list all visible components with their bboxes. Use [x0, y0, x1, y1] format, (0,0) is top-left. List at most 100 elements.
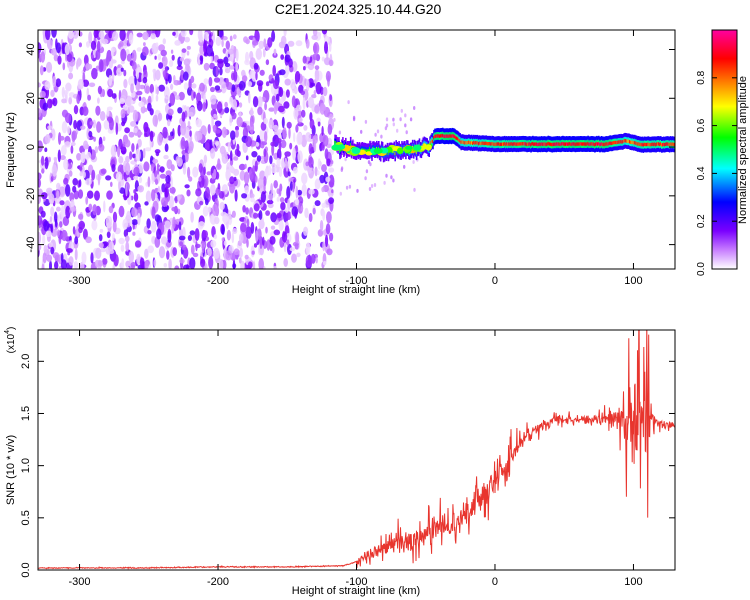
noise-blob [151, 189, 156, 202]
signal-core [511, 142, 514, 146]
noise-blob [273, 180, 279, 189]
signal-core [462, 140, 464, 144]
noise-blob [53, 54, 59, 62]
noise-blob [115, 171, 123, 182]
signal-core [424, 143, 427, 147]
noise-blob [222, 215, 229, 223]
noise-blob [163, 154, 169, 160]
noise-blob [118, 237, 125, 245]
signal-core [545, 142, 548, 147]
noise-blob [157, 133, 163, 146]
signal-core [586, 142, 588, 146]
signal-core [512, 142, 515, 146]
noise-blob [206, 171, 212, 176]
noise-blob [42, 252, 47, 264]
noise-blob [48, 193, 55, 205]
signal-core [504, 142, 506, 146]
noise-blob [289, 142, 293, 150]
noise-blob [345, 185, 349, 190]
signal-core [445, 134, 448, 138]
noise-blob [97, 173, 101, 186]
noise-blob [38, 178, 42, 188]
noise-blob [59, 155, 66, 161]
noise-blob [187, 235, 192, 241]
signal-core [617, 140, 619, 144]
signal-core [459, 139, 461, 143]
signal-core [448, 134, 451, 138]
noise-blob [331, 160, 334, 165]
noise-blob [112, 31, 119, 41]
noise-blob [277, 129, 283, 134]
signal-core [593, 142, 595, 146]
signal-core [670, 142, 673, 147]
signal-core [641, 142, 644, 147]
noise-blob [117, 145, 121, 158]
signal-core [645, 142, 648, 147]
signal-core [471, 140, 473, 145]
noise-blob [202, 230, 208, 239]
signal-core [387, 151, 390, 156]
noise-blob [88, 31, 93, 44]
noise-blob [244, 163, 247, 169]
noise-blob [294, 209, 298, 219]
noise-blob [305, 161, 310, 167]
signal-core [599, 142, 602, 147]
noise-blob [159, 173, 167, 179]
noise-blob [255, 71, 258, 81]
noise-blob [164, 186, 169, 198]
noise-blob [61, 121, 68, 134]
noise-blob [297, 150, 303, 164]
noise-blob [199, 34, 203, 43]
noise-blob [234, 189, 238, 202]
noise-blob [396, 128, 399, 133]
noise-blob [273, 48, 277, 56]
x-tick-label: 100 [624, 576, 642, 588]
noise-blob [311, 94, 317, 99]
noise-blob [77, 189, 84, 199]
noise-blob [370, 184, 374, 188]
noise-blob [164, 143, 169, 152]
noise-blob [314, 104, 320, 114]
noise-blob [231, 99, 238, 110]
noise-blob [166, 250, 170, 260]
noise-blob [321, 125, 324, 136]
noise-blob [321, 30, 328, 35]
noise-blob [196, 100, 203, 112]
noise-blob [288, 58, 293, 68]
noise-blob [106, 106, 113, 111]
noise-blob [347, 100, 350, 105]
signal-core [646, 142, 649, 147]
noise-blob [170, 131, 174, 137]
signal-core [433, 136, 435, 140]
noise-blob [98, 260, 103, 267]
noise-blob [165, 182, 171, 189]
noise-blob [95, 247, 102, 259]
signal-core [568, 142, 571, 146]
signal-core [434, 134, 436, 139]
signal-core [543, 142, 546, 146]
signal-core [631, 140, 633, 145]
noise-blob [293, 86, 298, 95]
signal-core [468, 140, 470, 144]
signal-core [446, 134, 449, 138]
noise-blob [245, 226, 252, 239]
signal-core [518, 142, 521, 146]
signal-core [573, 142, 576, 146]
signal-core [490, 142, 492, 146]
signal-core [625, 139, 627, 143]
noise-blob [212, 124, 217, 133]
noise-blob [405, 130, 408, 135]
noise-blob [40, 210, 46, 218]
noise-blob [294, 243, 299, 250]
signal-core [556, 142, 558, 146]
noise-blob [44, 156, 49, 170]
noise-blob [201, 240, 205, 254]
signal-core [570, 142, 573, 146]
noise-blob [133, 175, 138, 180]
signal-core [435, 134, 437, 138]
noise-blob [271, 162, 276, 168]
noise-blob [404, 113, 407, 118]
noise-blob [331, 189, 334, 194]
x-tick-label: -200 [207, 576, 229, 588]
